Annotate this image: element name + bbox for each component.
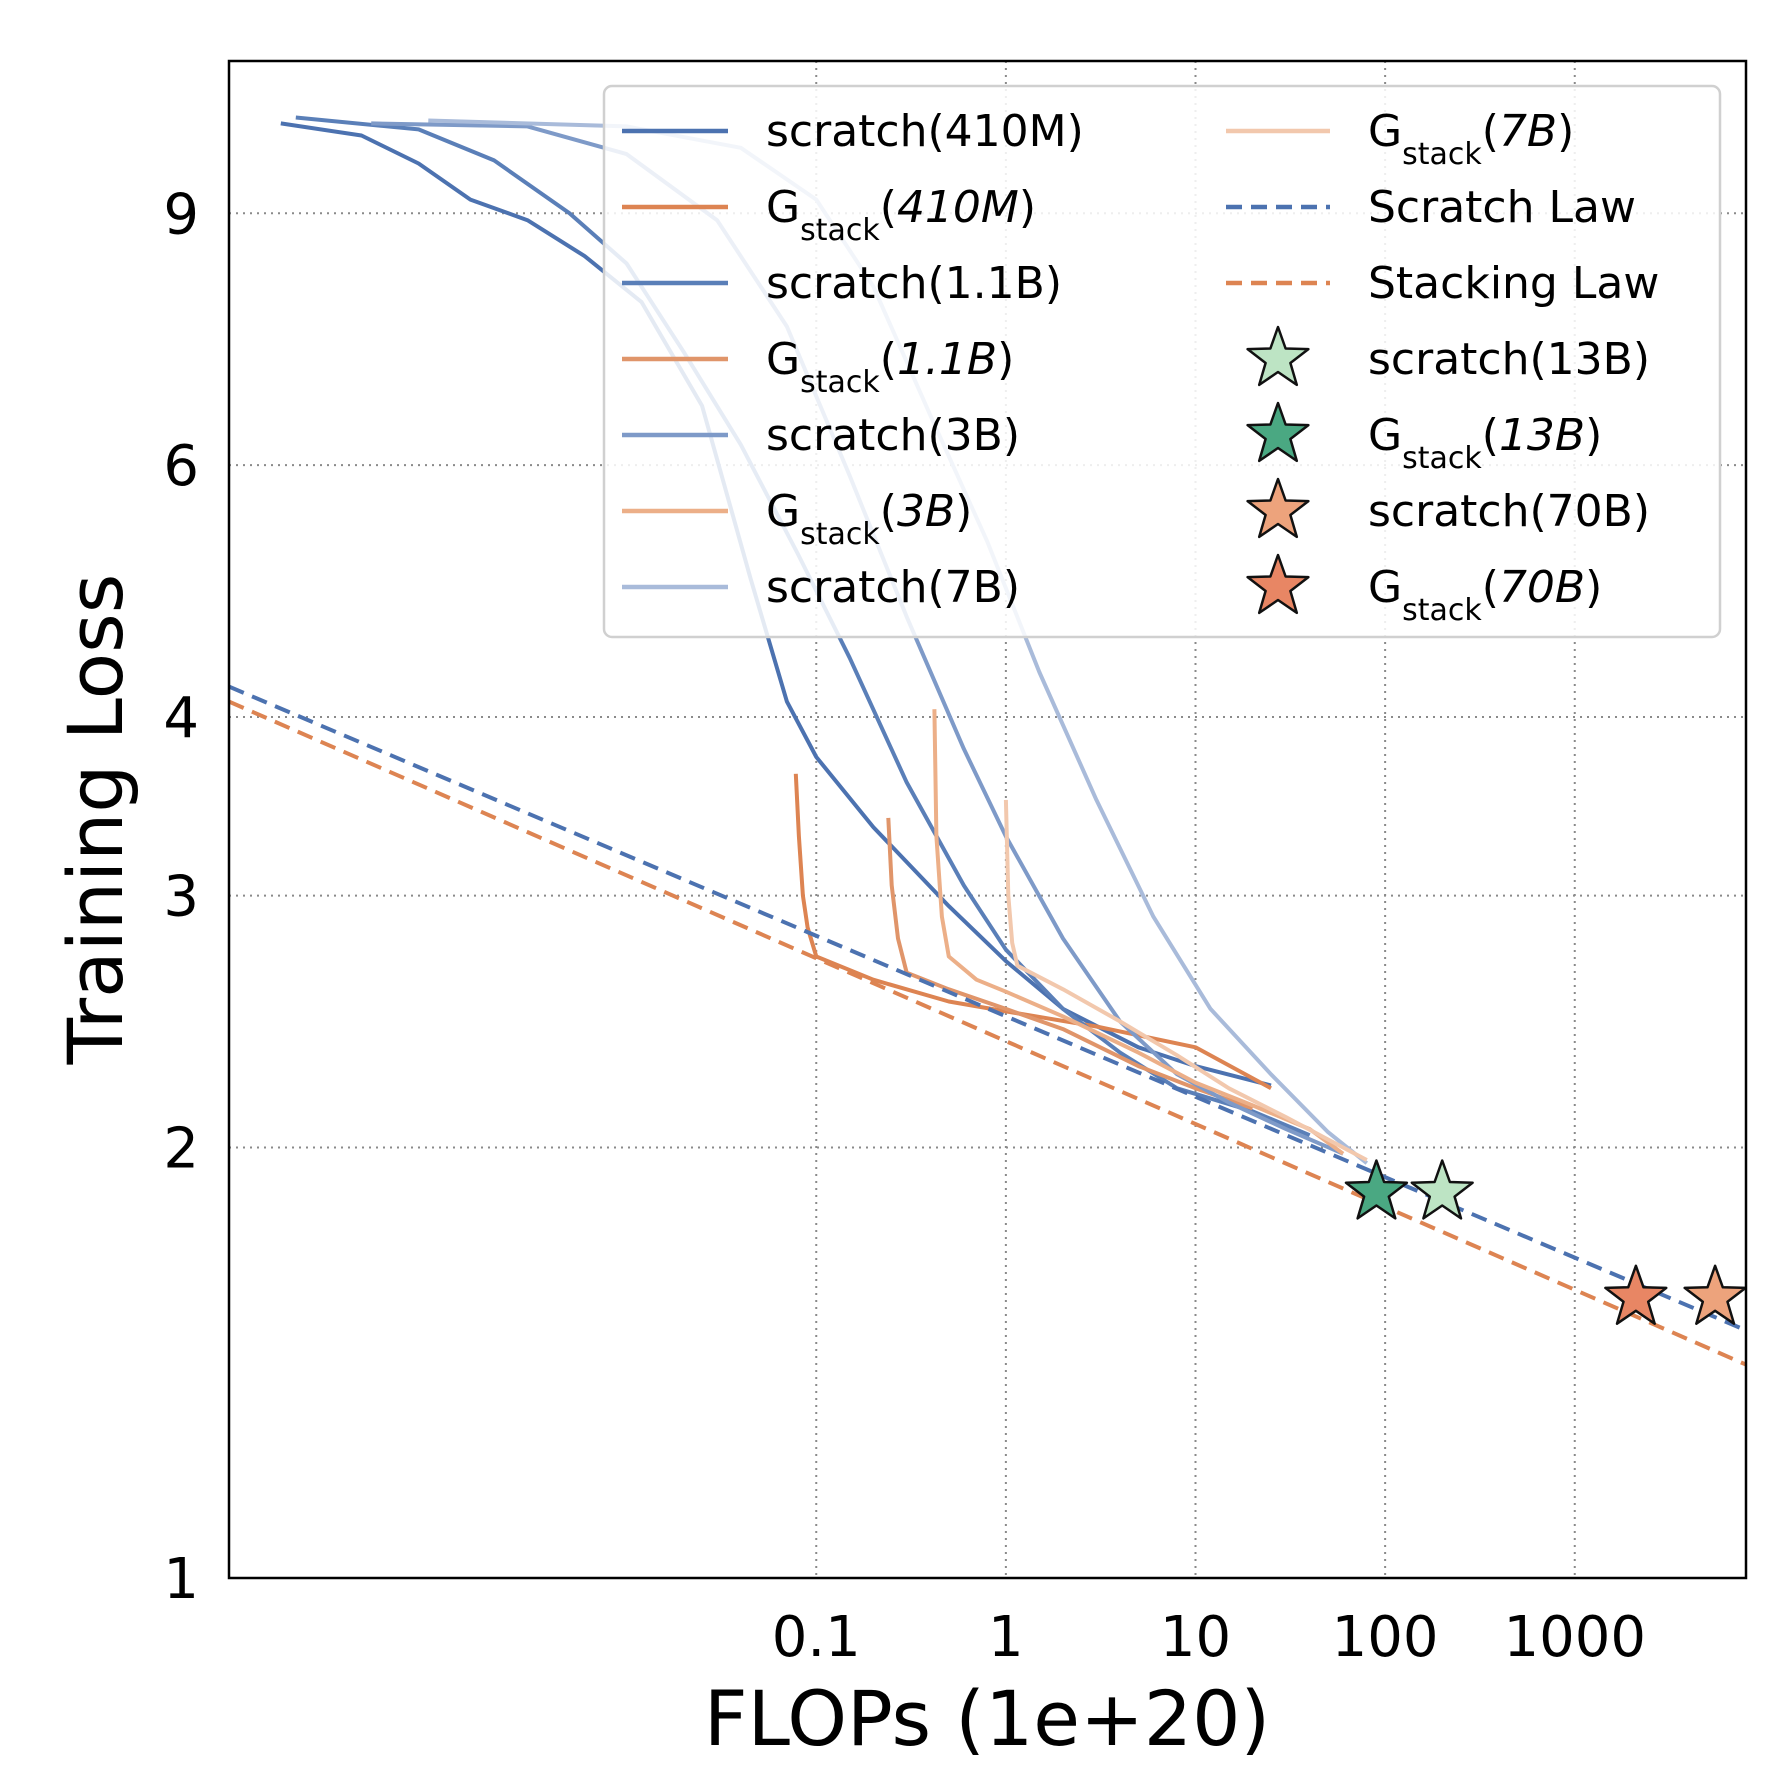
legend-star bbox=[1246, 401, 1310, 463]
y-tick-label: 4 bbox=[163, 686, 199, 751]
x-tick-label: 1000 bbox=[1503, 1605, 1646, 1670]
x-tick-label: 0.1 bbox=[772, 1605, 861, 1670]
legend-label: scratch(410M) bbox=[766, 106, 1084, 157]
series-line bbox=[229, 699, 1746, 1367]
legend-star bbox=[1246, 325, 1310, 387]
legend-entry: scratch(70B) bbox=[1246, 477, 1650, 539]
legend-entry: scratch(13B) bbox=[1246, 325, 1650, 387]
legend-label: scratch(13B) bbox=[1368, 334, 1650, 385]
star-marker bbox=[1344, 1159, 1409, 1220]
series-line bbox=[793, 773, 1272, 1091]
star-marker bbox=[1604, 1264, 1668, 1325]
legend-box bbox=[602, 84, 1722, 639]
star-marker bbox=[1410, 1159, 1474, 1220]
legend-star bbox=[1246, 477, 1310, 539]
series-line bbox=[886, 817, 1254, 1111]
y-tick-label: 2 bbox=[163, 1116, 199, 1181]
legend-entry: Scratch Law bbox=[1226, 182, 1636, 233]
legend-label: scratch(1.1B) bbox=[766, 258, 1062, 309]
x-tick-label: 10 bbox=[1160, 1605, 1231, 1670]
x-tick-label: 1 bbox=[988, 1605, 1024, 1670]
legend: scratch(410M)Gstack(410M)scratch(1.1B)Gs… bbox=[602, 84, 1722, 639]
series-line bbox=[280, 121, 1272, 1088]
plot-frame bbox=[227, 59, 1748, 1580]
legend-label: Scratch Law bbox=[1368, 182, 1636, 233]
legend-entry: scratch(410M) bbox=[622, 106, 1084, 157]
legend-entry: Stacking Law bbox=[1226, 258, 1659, 309]
x-tick-label: 100 bbox=[1332, 1605, 1439, 1670]
legend-star bbox=[1246, 553, 1310, 615]
y-tick-label: 1 bbox=[163, 1547, 199, 1612]
y-axis-label: Training Loss bbox=[51, 574, 140, 1066]
legend-label: scratch(70B) bbox=[1368, 486, 1650, 537]
y-tick-label: 6 bbox=[163, 434, 199, 499]
series-line bbox=[932, 709, 1345, 1156]
x-axis-label: FLOPs (1e+20) bbox=[704, 1674, 1270, 1763]
legend-entry: scratch(3B) bbox=[622, 410, 1020, 461]
y-tick-label: 9 bbox=[163, 182, 199, 247]
y-axis-ticks: 1 2 3 4 6 9 bbox=[163, 182, 199, 1612]
legend-label: scratch(3B) bbox=[766, 410, 1020, 461]
legend-label: Stacking Law bbox=[1368, 258, 1659, 309]
legend-label: scratch(7B) bbox=[766, 562, 1020, 613]
x-axis-ticks: 0.1 1 10 100 1000 bbox=[772, 1605, 1646, 1670]
legend-entry: scratch(7B) bbox=[622, 562, 1020, 613]
star-marker bbox=[1683, 1264, 1747, 1325]
series-line bbox=[1003, 799, 1368, 1162]
y-tick-label: 3 bbox=[163, 865, 199, 930]
marker-layer bbox=[1344, 1159, 1747, 1325]
legend-entry: scratch(1.1B) bbox=[622, 258, 1062, 309]
